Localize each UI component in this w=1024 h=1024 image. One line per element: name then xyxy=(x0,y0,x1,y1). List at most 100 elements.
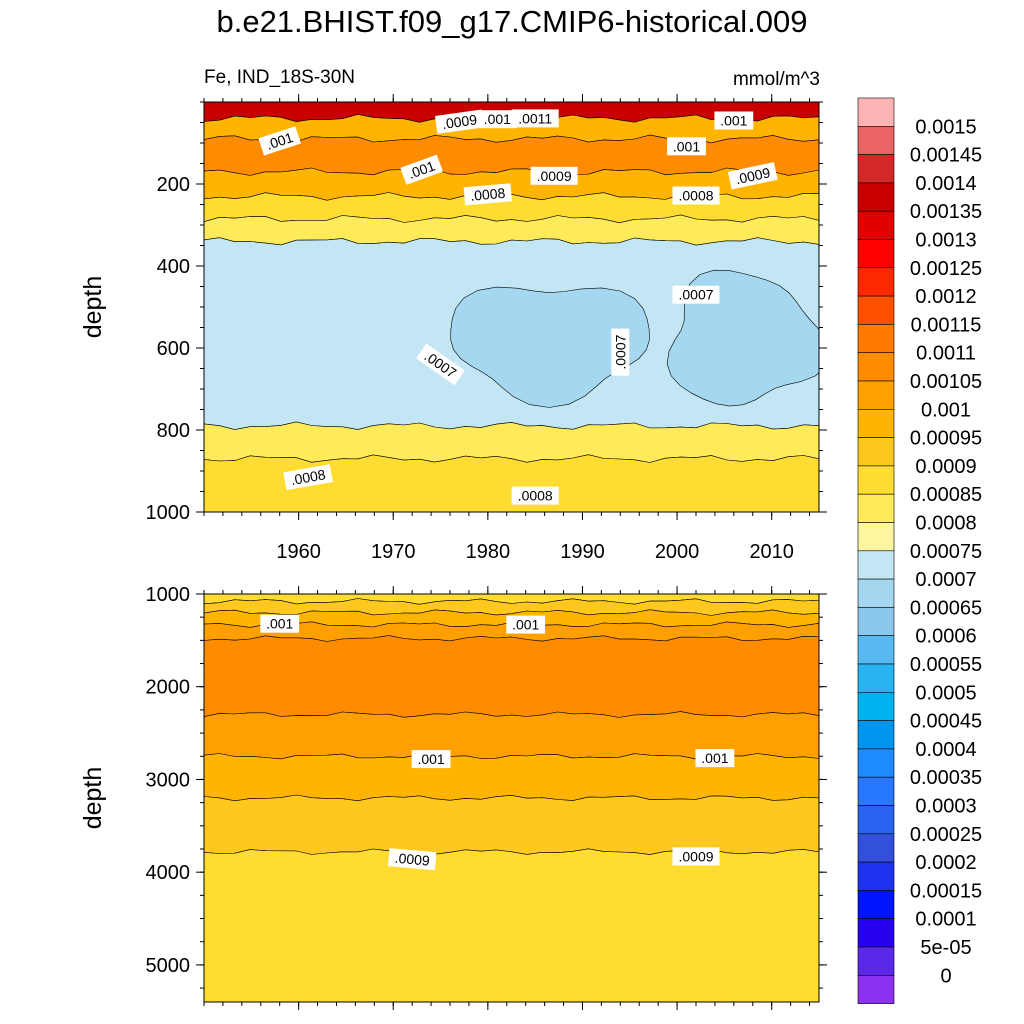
colorbar-label: 0.0005 xyxy=(915,682,976,704)
colorbar-label: 0.0003 xyxy=(915,796,976,818)
colorbar-label: 0.00135 xyxy=(910,201,982,223)
y-axis-title: depth xyxy=(79,276,107,339)
contour-label-text: .001 xyxy=(512,617,539,633)
contour-label: .0009 xyxy=(434,109,485,134)
colorbar-label: 0 xyxy=(940,965,951,987)
colorbar-swatch xyxy=(857,607,895,637)
contour-label-text: .001 xyxy=(484,111,511,127)
colorbar-label: 5e-05 xyxy=(920,937,971,959)
y-tick-label: 1000 xyxy=(146,502,191,524)
contour-label: .0008 xyxy=(511,486,559,505)
y-tick-label: 600 xyxy=(157,338,190,360)
contour-label: .0009 xyxy=(388,848,437,871)
colorbar-label: 0.0014 xyxy=(915,173,976,195)
colorbar-swatch xyxy=(857,239,895,269)
colorbar-label: 0.00055 xyxy=(910,654,982,676)
y-tick-label: 800 xyxy=(157,420,190,442)
lower-contour-band xyxy=(204,794,819,855)
colorbar-label: 0.00065 xyxy=(910,597,982,619)
colorbar-swatch xyxy=(857,578,895,608)
colorbar-swatch xyxy=(857,522,895,552)
colorbar-swatch xyxy=(857,437,895,467)
colorbar-label: 0.0004 xyxy=(915,739,976,761)
colorbar-label: 0.00115 xyxy=(911,314,982,336)
contour-label-text: .0009 xyxy=(441,111,478,132)
colorbar-label: 0.00105 xyxy=(910,371,982,393)
contour-label: .001 xyxy=(411,750,451,769)
contour-label: .0009 xyxy=(672,847,720,866)
colorbar-label: 0.00015 xyxy=(910,880,982,902)
chart-title: b.e21.BHIST.f09_g17.CMIP6-historical.009 xyxy=(216,4,808,39)
colorbar-swatch xyxy=(857,635,895,665)
contour-label-text: .0008 xyxy=(518,488,553,504)
colorbar-label: 0.00035 xyxy=(910,767,982,789)
x-tick-label: 1970 xyxy=(371,541,416,563)
contour-label-text: .001 xyxy=(266,616,293,632)
colorbar-label: 0.00045 xyxy=(910,711,982,733)
colorbar-swatch xyxy=(857,720,895,750)
colorbar-label: 0.0001 xyxy=(915,909,976,931)
contour-label-text: .0008 xyxy=(678,188,713,204)
upper-plot-area xyxy=(204,102,819,512)
y-axis-title: depth xyxy=(79,767,107,830)
contour-label-text: .0008 xyxy=(289,466,326,488)
colorbar-swatch xyxy=(857,182,895,212)
contour-label-text: .0009 xyxy=(537,168,572,184)
colorbar-label: 0.00095 xyxy=(910,428,982,450)
colorbar-label: 0.0015 xyxy=(915,116,976,138)
colorbar: 0.0015 0.00145 0.0014 0.00135 0.0013 0.00125 0… xyxy=(857,97,982,1004)
lower-panel: .001 .001 .001 .001 .0009 .0009 1000 2000 3000 40… xyxy=(79,584,827,1010)
contour-label: .0008 xyxy=(283,464,333,491)
colorbar-swatch xyxy=(857,267,895,297)
contour-label: .001 xyxy=(260,614,300,633)
x-tick-label: 1980 xyxy=(466,541,511,563)
colorbar-swatch xyxy=(857,691,895,721)
contour-label-text: .001 xyxy=(673,138,700,154)
colorbar-swatch xyxy=(857,126,895,155)
x-tick-label: 2000 xyxy=(655,541,700,563)
colorbar-label: 0.00145 xyxy=(910,145,982,167)
contour-label-text: .001 xyxy=(417,751,444,767)
colorbar-swatch xyxy=(857,352,895,382)
contour-label: .0007 xyxy=(611,328,630,376)
y-tick-label: 5000 xyxy=(146,955,191,977)
colorbar-swatch xyxy=(857,890,895,920)
upper-contour-band xyxy=(204,454,819,512)
colorbar-swatch xyxy=(857,748,895,778)
colorbar-label: 0.0009 xyxy=(915,456,976,478)
colorbar-swatch xyxy=(857,97,895,127)
colorbar-swatch xyxy=(857,324,895,353)
y-tick-label: 400 xyxy=(157,256,190,278)
upper-contour-band xyxy=(204,421,819,463)
colorbar-swatch xyxy=(857,776,895,806)
colorbar-swatch xyxy=(857,833,895,863)
contour-label: .0007 xyxy=(672,285,720,304)
lower-frame xyxy=(203,593,820,1003)
colorbar-label: 0.00075 xyxy=(910,541,982,563)
colorbar-label: 0.00085 xyxy=(910,484,982,506)
colorbar-swatch xyxy=(857,946,895,976)
colorbar-swatch xyxy=(857,465,895,495)
colorbar-label: 0.001 xyxy=(921,399,971,421)
colorbar-swatch xyxy=(857,974,895,1004)
units-label: mmol/m^3 xyxy=(733,69,820,90)
colorbar-swatch xyxy=(857,493,895,523)
colorbar-swatch xyxy=(857,408,895,438)
colorbar-swatch xyxy=(857,295,895,325)
contour-label-text: .0007 xyxy=(612,334,628,369)
lower-contour-band xyxy=(204,848,819,1002)
contour-label: .001 xyxy=(695,749,735,768)
upper-contour-patch xyxy=(450,286,650,408)
colorbar-label: 0.0002 xyxy=(915,852,976,874)
colorbar-swatch xyxy=(857,663,895,693)
colorbar-swatch xyxy=(857,550,895,580)
colorbar-swatch xyxy=(857,805,895,835)
contour-label: .0008 xyxy=(672,186,720,205)
y-tick-label: 200 xyxy=(157,174,190,196)
contour-label-text: .001 xyxy=(720,113,747,129)
region-name: IND_18S-30N xyxy=(237,67,355,88)
upper-contour-patch xyxy=(666,269,819,407)
contour-label-text: .0009 xyxy=(734,164,772,187)
colorbar-label: 0.0006 xyxy=(915,626,976,648)
